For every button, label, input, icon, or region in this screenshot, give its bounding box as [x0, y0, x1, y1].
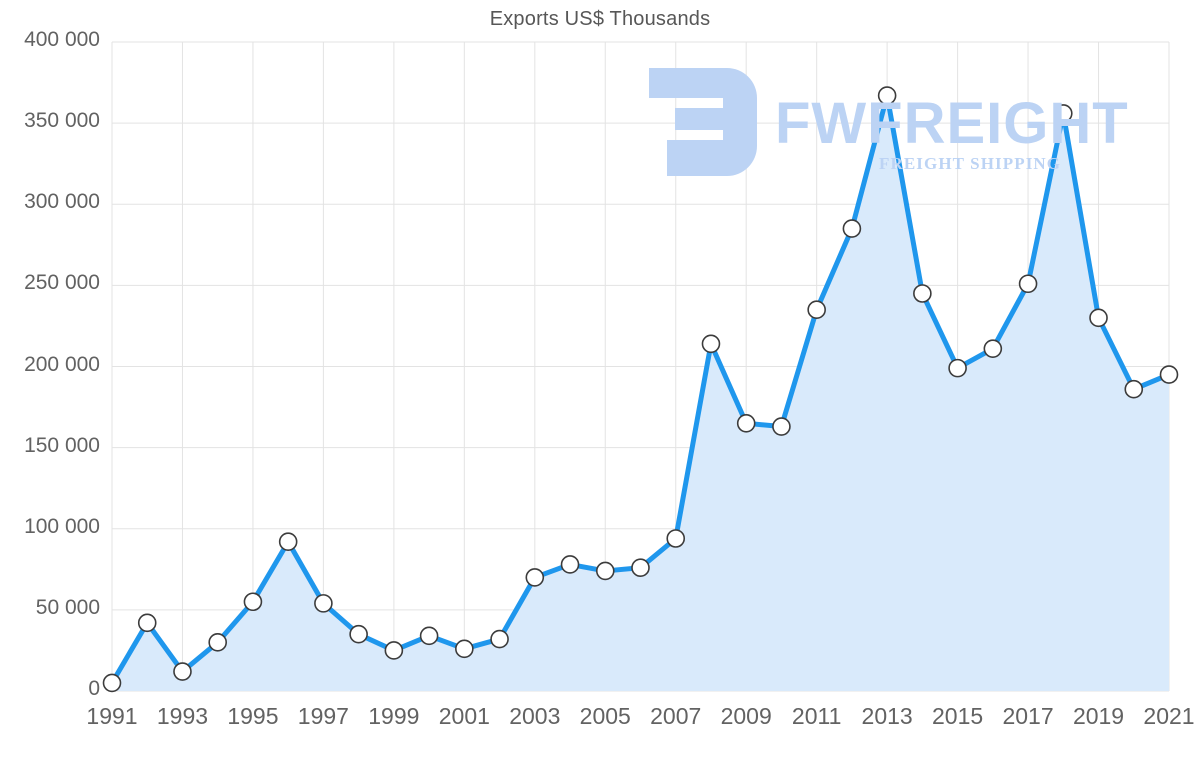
y-axis-tick-label: 300 000	[24, 190, 100, 214]
x-axis-tick-label: 2015	[932, 703, 984, 729]
x-axis-tick-label: 2005	[579, 703, 631, 729]
x-axis-tick-label: 2019	[1072, 703, 1125, 729]
x-axis-tick-label: 2017	[1002, 703, 1054, 729]
x-axis-tick-label: 2009	[720, 703, 772, 729]
x-axis-tick-label: 2003	[509, 703, 561, 729]
x-axis-tick-label: 1993	[156, 703, 209, 729]
chart-title: Exports US$ Thousands	[489, 8, 711, 30]
x-axis-tick-label: 1991	[86, 703, 138, 729]
x-axis-tick-label: 1995	[227, 703, 279, 729]
y-axis-tick-label: 150 000	[24, 433, 100, 457]
x-axis-tick-label: 1999	[368, 703, 420, 729]
x-axis-tick-label: 1997	[297, 703, 349, 729]
y-axis-tick-label: 350 000	[24, 109, 100, 133]
y-axis-tick-label: 250 000	[24, 271, 100, 295]
series-markers	[102, 86, 1179, 693]
y-axis-tick-label: 100 000	[24, 514, 100, 538]
x-axis-tick-label: 2007	[650, 703, 702, 729]
y-axis-tick-label: 400 000	[24, 28, 100, 51]
x-axis-tick-label: 2013	[861, 703, 913, 729]
x-axis-tick-label: 2021	[1143, 703, 1195, 729]
x-axis-tick-label: 2011	[791, 703, 842, 729]
y-axis-tick-label: 50 000	[35, 595, 100, 619]
x-axis-tick-label: 2001	[438, 703, 490, 729]
series-area-fill	[112, 95, 1169, 692]
y-axis-tick-label: 0	[88, 677, 100, 700]
y-axis-tick-label: 200 000	[24, 352, 100, 376]
